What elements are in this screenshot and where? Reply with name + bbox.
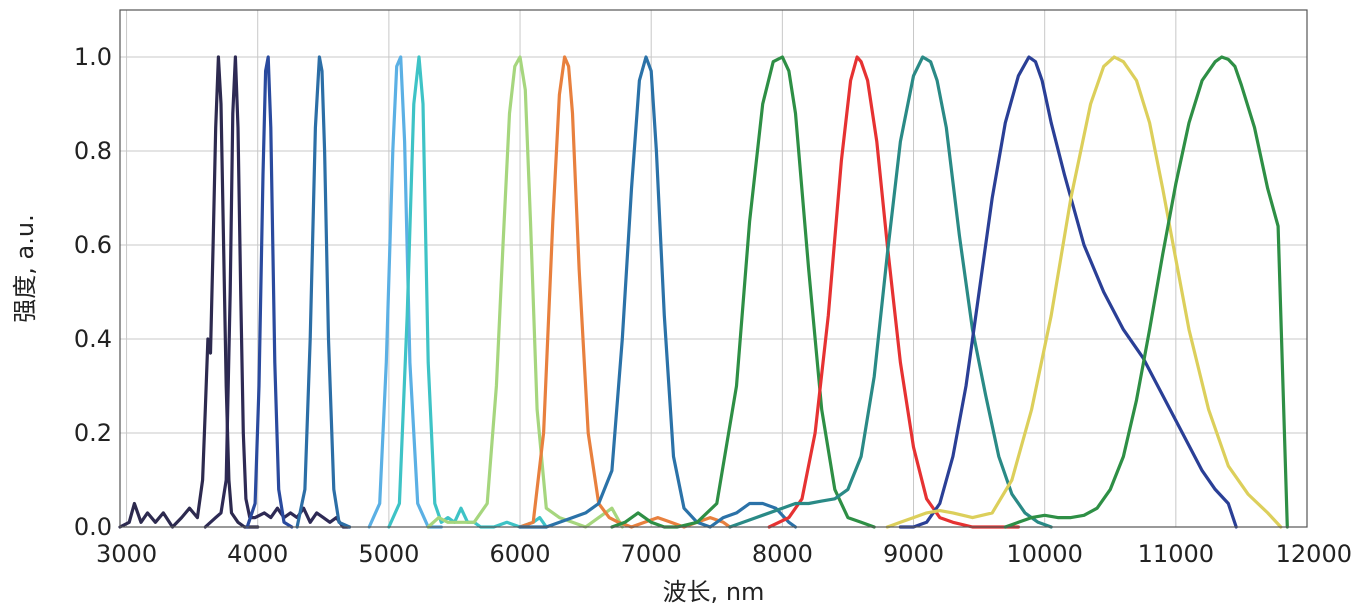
series-line-14: [885, 55, 1283, 529]
series-line-9: [518, 55, 798, 529]
series-lines: [118, 55, 1289, 529]
x-axis-ticks: 3000 4000 5000 6000 7000 8000 9000 10000 11000 12…: [96, 540, 1352, 568]
x-tick-label: 4000: [227, 540, 288, 568]
series-line-1: [118, 55, 260, 529]
series-line-2: [203, 55, 352, 529]
x-tick-label: 3000: [96, 540, 157, 568]
x-tick-label: 9000: [883, 540, 944, 568]
x-axis-title: 波长, nm: [663, 578, 765, 606]
x-tick-label: 10000: [1006, 540, 1082, 568]
grid: [120, 10, 1308, 528]
series-line-12: [728, 55, 1053, 529]
x-tick-label: 8000: [752, 540, 813, 568]
series-line-11: [767, 55, 1021, 529]
series-line-7: [426, 55, 624, 529]
y-axis-ticks: 0.0 0.2 0.4 0.6 0.8 1.0: [74, 43, 112, 541]
x-tick-label: 7000: [621, 540, 682, 568]
y-tick-label: 0.4: [74, 325, 112, 353]
x-tick-label: 5000: [358, 540, 419, 568]
y-tick-label: 0.0: [74, 513, 112, 541]
series-line-15: [1003, 55, 1289, 529]
y-tick-label: 0.6: [74, 231, 112, 259]
y-tick-label: 0.8: [74, 137, 112, 165]
y-tick-label: 1.0: [74, 43, 112, 71]
series-line-10: [610, 55, 876, 529]
series-line-6: [387, 55, 548, 529]
y-tick-label: 0.2: [74, 419, 112, 447]
series-line-13: [898, 55, 1238, 529]
series-line-4: [295, 55, 352, 529]
series-line-3: [245, 55, 294, 529]
y-axis-title: 强度, a.u.: [11, 214, 39, 322]
x-tick-label: 12000: [1276, 540, 1352, 568]
series-line-5: [367, 55, 443, 529]
plot-frame: [119, 9, 1308, 528]
x-tick-label: 11000: [1138, 540, 1214, 568]
x-tick-label: 6000: [489, 540, 550, 568]
